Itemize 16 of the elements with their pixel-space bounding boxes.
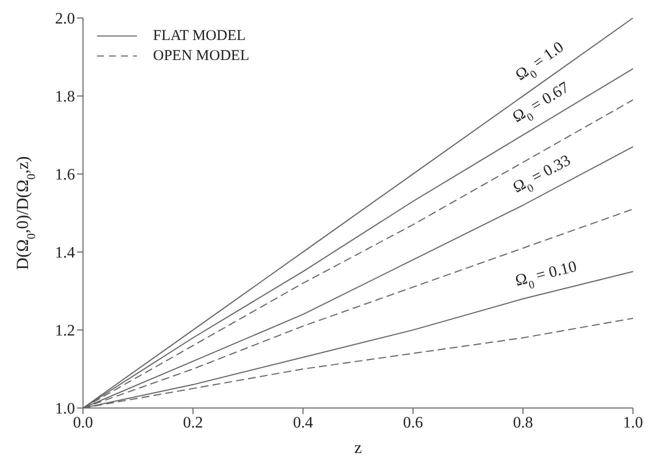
- annotation: Ω$_{0}$ = 0.10: [514, 258, 578, 292]
- legend-label: FLAT MODEL: [153, 28, 246, 44]
- x-tick-label: 0.8: [513, 414, 533, 432]
- x-tick-label: 1.0: [623, 414, 643, 432]
- y-tick-label: 1.6: [55, 166, 75, 184]
- x-tick-label: 0.0: [73, 414, 93, 432]
- y-tick-label: 2.0: [55, 10, 75, 28]
- x-tick-label: 0.4: [293, 414, 313, 432]
- x-tick-label: 0.6: [403, 414, 423, 432]
- legend-label: OPEN MODEL: [153, 48, 250, 64]
- y-tick-label: 1.4: [55, 244, 75, 262]
- y-tick-label: 1.0: [55, 400, 75, 418]
- y-tick-label: 1.2: [55, 322, 75, 340]
- x-tick-label: 0.2: [183, 414, 203, 432]
- y-tick-label: 1.8: [55, 88, 75, 106]
- x-axis-title: z: [354, 438, 362, 457]
